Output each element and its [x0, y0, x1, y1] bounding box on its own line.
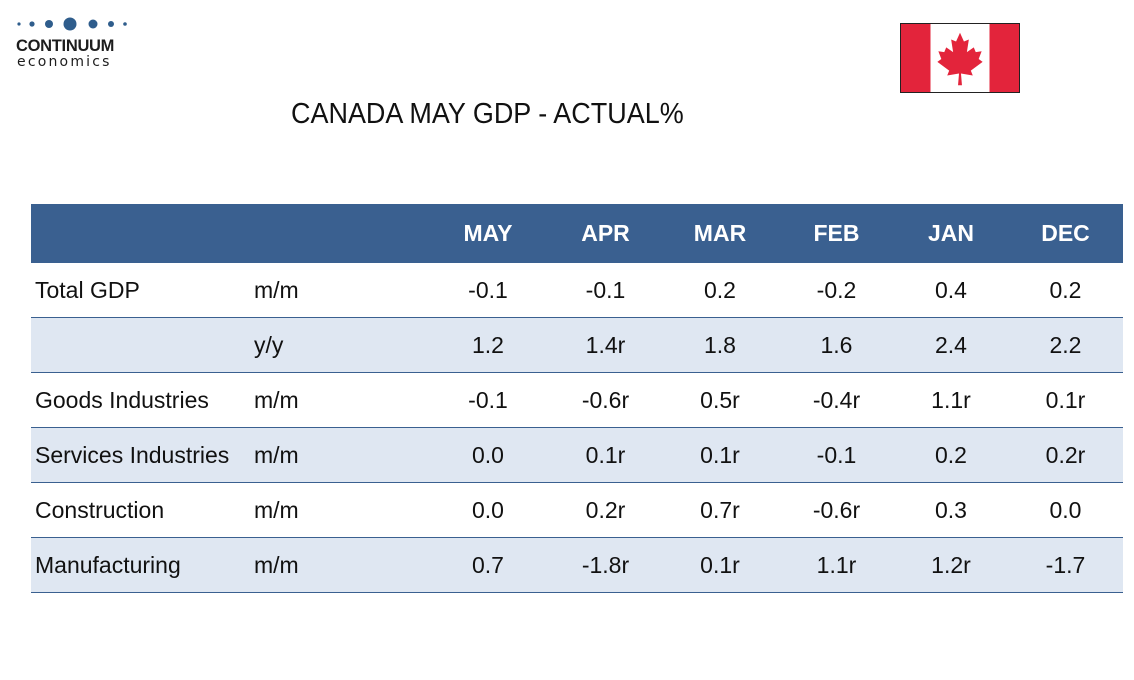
value-cell: 0.2 — [661, 263, 779, 318]
column-header: FEB — [779, 204, 894, 263]
table-row: Goods Industries m/m -0.1 -0.6r 0.5r -0.… — [31, 372, 1123, 428]
value-cell: 0.4 — [894, 263, 1008, 318]
value-cell: 1.4r — [550, 317, 661, 373]
value-cell: -0.6r — [779, 482, 894, 538]
value-cell: 1.8 — [661, 317, 779, 373]
row-label: Services Industries — [31, 427, 254, 483]
table-row: Services Industries m/m 0.0 0.1r 0.1r -0… — [31, 427, 1123, 483]
logo-subtitle: economics — [17, 54, 112, 70]
value-cell: 0.0 — [426, 427, 550, 483]
value-cell: 1.6 — [779, 317, 894, 373]
row-unit: y/y — [254, 317, 426, 373]
value-cell: 0.0 — [426, 482, 550, 538]
value-cell: 0.2 — [894, 427, 1008, 483]
row-label: Goods Industries — [31, 372, 254, 428]
row-unit: m/m — [254, 263, 426, 318]
column-header: MAR — [661, 204, 779, 263]
value-cell: 0.1r — [550, 427, 661, 483]
table-row: Construction m/m 0.0 0.2r 0.7r -0.6r 0.3… — [31, 482, 1123, 538]
column-header: JAN — [894, 204, 1008, 263]
value-cell: -0.1 — [779, 427, 894, 483]
value-cell: 0.1r — [661, 427, 779, 483]
row-label: Manufacturing — [31, 537, 254, 593]
header-label-cell — [31, 204, 254, 263]
value-cell: 1.1r — [894, 372, 1008, 428]
continuum-economics-logo: CONTINUUM economics — [16, 14, 146, 76]
value-cell: -0.2 — [779, 263, 894, 318]
value-cell: 0.1r — [1008, 372, 1123, 428]
table-header-row: MAY APR MAR FEB JAN DEC — [31, 204, 1123, 263]
table-row: Manufacturing m/m 0.7 -1.8r 0.1r 1.1r 1.… — [31, 537, 1123, 593]
value-cell: -0.1 — [426, 372, 550, 428]
column-header: APR — [550, 204, 661, 263]
value-cell: -0.1 — [426, 263, 550, 318]
value-cell: 0.5r — [661, 372, 779, 428]
value-cell: 0.7r — [661, 482, 779, 538]
value-cell: 0.2r — [1008, 427, 1123, 483]
logo-dots-icon — [17, 17, 127, 31]
page-title: CANADA MAY GDP - ACTUAL% — [291, 98, 684, 130]
value-cell: -0.6r — [550, 372, 661, 428]
row-unit: m/m — [254, 482, 426, 538]
value-cell: 0.1r — [661, 537, 779, 593]
row-unit: m/m — [254, 537, 426, 593]
logo-name: CONTINUUM — [16, 37, 115, 55]
table-row: Total GDP m/m -0.1 -0.1 0.2 -0.2 0.4 0.2 — [31, 263, 1123, 318]
value-cell: 0.7 — [426, 537, 550, 593]
value-cell: 0.2 — [1008, 263, 1123, 318]
row-label — [31, 317, 254, 373]
row-unit: m/m — [254, 427, 426, 483]
value-cell: 0.3 — [894, 482, 1008, 538]
value-cell: -1.8r — [550, 537, 661, 593]
column-header: MAY — [426, 204, 550, 263]
value-cell: 0.0 — [1008, 482, 1123, 538]
header-unit-cell — [254, 204, 426, 263]
value-cell: 1.1r — [779, 537, 894, 593]
value-cell: 1.2r — [894, 537, 1008, 593]
row-unit: m/m — [254, 372, 426, 428]
gdp-table: MAY APR MAR FEB JAN DEC Total GDP m/m -0… — [31, 204, 1123, 593]
value-cell: 0.2r — [550, 482, 661, 538]
value-cell: 2.4 — [894, 317, 1008, 373]
row-label: Construction — [31, 482, 254, 538]
value-cell: -0.1 — [550, 263, 661, 318]
table-row: y/y 1.2 1.4r 1.8 1.6 2.4 2.2 — [31, 317, 1123, 373]
row-label: Total GDP — [31, 263, 254, 318]
value-cell: 1.2 — [426, 317, 550, 373]
value-cell: -1.7 — [1008, 537, 1123, 593]
canada-flag-icon — [900, 23, 1020, 93]
value-cell: -0.4r — [779, 372, 894, 428]
column-header: DEC — [1008, 204, 1123, 263]
value-cell: 2.2 — [1008, 317, 1123, 373]
